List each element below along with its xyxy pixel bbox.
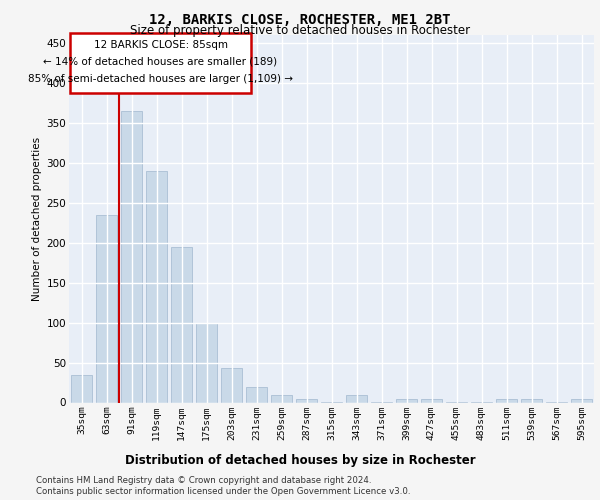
Text: 12, BARKIS CLOSE, ROCHESTER, ME1 2BT: 12, BARKIS CLOSE, ROCHESTER, ME1 2BT — [149, 12, 451, 26]
Bar — [146, 171, 167, 402]
Bar — [246, 386, 267, 402]
Bar — [346, 394, 367, 402]
Bar — [396, 398, 417, 402]
Bar — [496, 398, 517, 402]
FancyBboxPatch shape — [70, 34, 251, 92]
Bar — [121, 111, 142, 403]
Bar — [521, 400, 542, 402]
Y-axis label: Number of detached properties: Number of detached properties — [32, 136, 43, 301]
Bar — [571, 400, 592, 402]
Text: Contains public sector information licensed under the Open Government Licence v3: Contains public sector information licen… — [36, 487, 410, 496]
Bar — [96, 215, 117, 402]
Bar — [296, 398, 317, 402]
Text: 12 BARKIS CLOSE: 85sqm: 12 BARKIS CLOSE: 85sqm — [94, 40, 227, 50]
Bar — [171, 246, 192, 402]
Bar — [271, 394, 292, 402]
Text: Contains HM Land Registry data © Crown copyright and database right 2024.: Contains HM Land Registry data © Crown c… — [36, 476, 371, 485]
Text: Distribution of detached houses by size in Rochester: Distribution of detached houses by size … — [125, 454, 475, 467]
Text: ← 14% of detached houses are smaller (189): ← 14% of detached houses are smaller (18… — [43, 56, 278, 66]
Text: 85% of semi-detached houses are larger (1,109) →: 85% of semi-detached houses are larger (… — [28, 74, 293, 84]
Text: Size of property relative to detached houses in Rochester: Size of property relative to detached ho… — [130, 24, 470, 37]
Bar — [421, 400, 442, 402]
Bar — [221, 368, 242, 402]
Bar — [71, 374, 92, 402]
Bar — [196, 322, 217, 402]
